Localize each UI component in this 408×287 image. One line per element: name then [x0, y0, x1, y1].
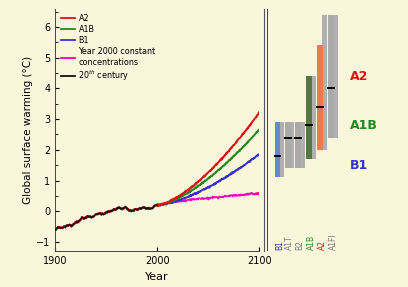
Text: A1B: A1B: [307, 234, 316, 250]
Legend: A2, A1B, B1, Year 2000 constant
concentrations, 20$^{th}$ century: A2, A1B, B1, Year 2000 constant concentr…: [59, 13, 157, 85]
Y-axis label: Global surface warming (°C): Global surface warming (°C): [23, 56, 33, 204]
Bar: [285, 122, 290, 168]
Text: A1B: A1B: [350, 119, 377, 132]
Text: A2: A2: [318, 240, 327, 250]
Bar: [275, 122, 280, 177]
Bar: [306, 76, 312, 159]
Text: A1FI: A1FI: [329, 233, 338, 250]
Bar: [333, 15, 338, 137]
Text: B2: B2: [296, 240, 305, 250]
Bar: [311, 76, 316, 159]
Text: A1T: A1T: [285, 235, 295, 250]
Bar: [317, 45, 323, 150]
Bar: [328, 15, 334, 137]
Text: A2: A2: [350, 70, 368, 83]
Text: B1: B1: [275, 240, 284, 250]
Bar: [300, 122, 305, 168]
Bar: [322, 15, 327, 150]
Bar: [290, 122, 294, 168]
Bar: [295, 122, 301, 168]
X-axis label: Year: Year: [145, 272, 169, 282]
Text: B1: B1: [350, 159, 368, 172]
Bar: [279, 122, 284, 177]
